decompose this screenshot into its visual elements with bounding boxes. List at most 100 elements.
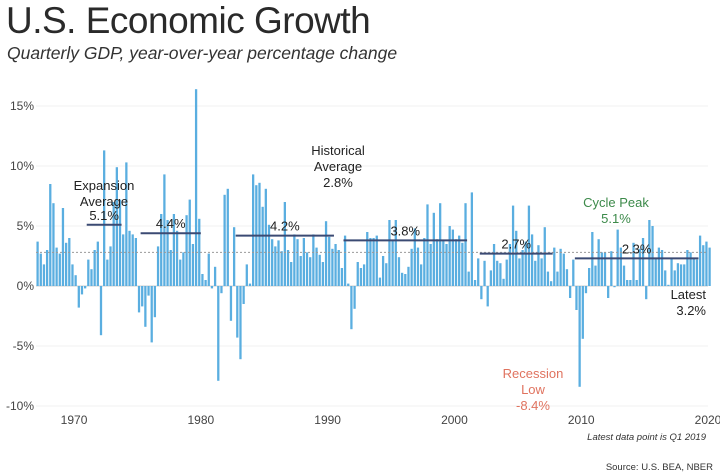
gdp-bar [426, 204, 429, 286]
gdp-bar [96, 241, 99, 286]
y-tick-label: 15% [10, 99, 34, 113]
gdp-bar [407, 266, 410, 286]
gdp-bar [245, 264, 248, 286]
gdp-bar [695, 259, 699, 286]
gdp-bar [267, 224, 271, 286]
y-tick-label: 5% [17, 219, 35, 233]
y-tick-label: -5% [13, 339, 35, 353]
gdp-bar [359, 268, 363, 286]
gdp-bar [622, 265, 626, 286]
gdp-bar [404, 274, 407, 286]
gdp-bar [194, 89, 198, 286]
gdp-bar [315, 247, 318, 286]
gdp-bar [201, 274, 204, 286]
gdp-bar [232, 227, 236, 286]
gdp-bar [204, 280, 207, 286]
gdp-bar [223, 194, 226, 286]
gdp-bar [454, 239, 458, 286]
gdp-bar [673, 270, 676, 286]
gdp-bar [207, 253, 210, 286]
gdp-bar [128, 230, 131, 286]
gdp-bar [64, 242, 68, 286]
gdp-bar [131, 234, 134, 286]
tick-layer: 15% 10% 5% 0% -5% -10% 1970 1980 1990 2000 2010 202… [6, 99, 720, 427]
gdp-bar [378, 277, 382, 286]
gdp-bar [603, 252, 607, 286]
gdp-bar [305, 252, 309, 286]
gdp-bar [388, 220, 391, 286]
recession-low-value: -8.4% [516, 398, 550, 413]
gdp-bar [442, 240, 445, 286]
gdp-bar [175, 230, 179, 286]
gdp-bar [439, 203, 442, 286]
gdp-bar [147, 286, 150, 296]
gdp-bar [667, 284, 670, 286]
gdp-bar [264, 188, 267, 286]
gdp-bar [80, 286, 84, 295]
gdp-bar [115, 167, 118, 286]
gdp-bar [505, 259, 508, 286]
x-tick-label: 2010 [568, 413, 595, 427]
gdp-bar [324, 221, 328, 286]
historical-average-value: 2.8% [323, 175, 353, 190]
gdp-bar [572, 259, 575, 286]
gdp-bar [432, 212, 435, 286]
gdp-bar [68, 238, 71, 286]
gdp-bar [347, 283, 350, 286]
gdp-bar [280, 251, 283, 286]
gdp-bar [182, 252, 185, 286]
gdp-bar [705, 241, 708, 286]
gdp-bar [597, 239, 600, 286]
gdp-bar [103, 150, 106, 286]
gdp-bar [451, 229, 454, 286]
gdp-bar [277, 240, 280, 286]
gdp-bar [638, 248, 642, 286]
gdp-bar [226, 188, 229, 286]
gdp-bar [293, 234, 296, 286]
latest-value: 3.2% [676, 303, 706, 318]
gdp-bar [549, 281, 553, 286]
expansion-average-value: 5.1% [89, 208, 119, 223]
gdp-bar [508, 244, 512, 286]
gdp-bar [74, 275, 77, 286]
gdp-bar [527, 205, 531, 286]
gdp-bar [220, 286, 223, 294]
gdp-bar [565, 269, 569, 286]
gdp-bar [664, 270, 667, 286]
gdp-bar [340, 268, 344, 286]
gdp-bar [99, 286, 103, 336]
gdp-bar [483, 260, 486, 286]
gdp-bar [252, 174, 255, 286]
expansion-average-value: 4.4% [156, 216, 186, 231]
gdp-bar [413, 228, 416, 286]
gdp-bar [562, 253, 565, 286]
gdp-bar [607, 286, 610, 298]
x-tick-label: 1970 [61, 413, 88, 427]
gdp-bar [458, 235, 461, 286]
gdp-bar [302, 238, 306, 286]
gdp-bar [58, 253, 61, 286]
gdp-bar [480, 286, 483, 300]
gdp-bar [36, 241, 39, 286]
gdp-bar [496, 260, 499, 286]
gdp-bar [645, 286, 648, 300]
gdp-bar [331, 248, 334, 286]
gdp-bar [423, 238, 426, 286]
gdp-bar [118, 199, 122, 286]
x-tick-label: 1980 [187, 413, 214, 427]
y-tick-label: -10% [6, 399, 34, 413]
gdp-bar [125, 162, 128, 286]
gdp-bar [185, 215, 188, 286]
gdp-bar [77, 286, 80, 308]
gdp-bar [489, 270, 493, 286]
expansion-average-value: 2.7% [501, 237, 531, 252]
gdp-bar [600, 252, 603, 286]
gdp-bar [150, 286, 153, 343]
gdp-bar [445, 244, 448, 286]
gdp-bar [473, 280, 477, 286]
gdp-bar [45, 250, 49, 286]
gdp-bar [160, 214, 163, 286]
y-tick-label: 10% [10, 159, 34, 173]
gdp-bar [369, 238, 372, 286]
